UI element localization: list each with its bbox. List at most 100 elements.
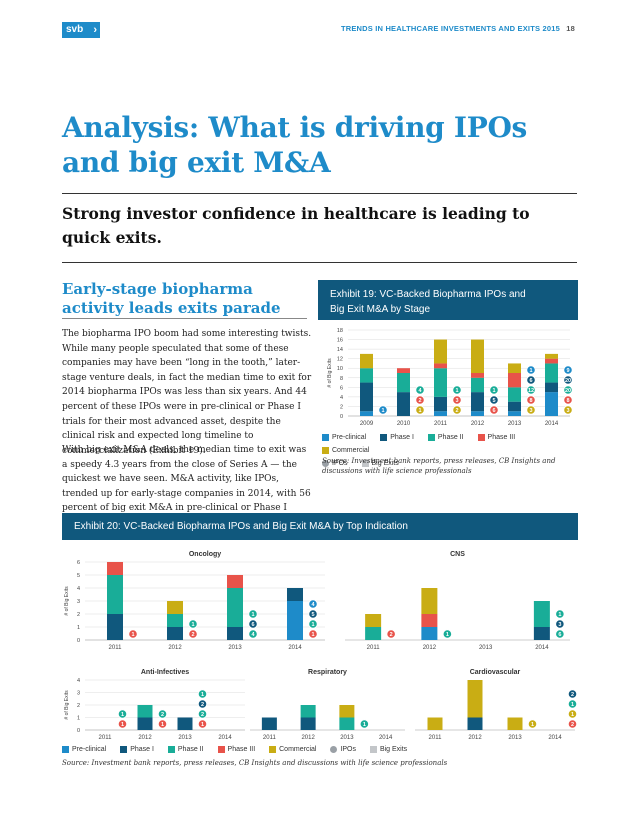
anti_infectives-badge-0-circle — [117, 719, 128, 729]
exhibit20-header: Exhibit 20: VC-Backed Biopharma IPOs and… — [62, 513, 578, 540]
oncology-ytick-3: 3 — [77, 599, 80, 605]
anti_infectives-badge-1-circle — [117, 709, 128, 719]
running-title: TRENDS IN HEALTHCARE INVESTMENTS AND EXI… — [340, 24, 560, 33]
exhibit19-legend: Pre-clinical Phase I Phase II Phase III … — [322, 432, 580, 471]
oncology-bar-2014-pre-clinical — [287, 601, 303, 640]
cardiovascular-badge-3-circle — [567, 699, 578, 709]
respiratory-bar-2013-phase-ii — [339, 717, 355, 730]
ex19-badge-2-circle — [415, 395, 425, 405]
cardiovascular-bar-2013-commercial — [507, 717, 523, 730]
ex19-badge-1-circle — [415, 405, 425, 415]
anti_infectives-ytick-2: 2 — [77, 703, 80, 709]
ex19-badge-12-circle — [526, 385, 536, 395]
legend2-swatch-phase1 — [120, 746, 128, 753]
oncology-badge-0-label: 1 — [131, 632, 134, 638]
legend2-dot-ipos — [330, 746, 338, 753]
ex19-badge-19-label: 9 — [566, 368, 569, 374]
respiratory-badge-0-circle — [359, 719, 369, 729]
ex19-bar-2009-commercial — [360, 353, 373, 369]
cns-bar-2011-commercial — [365, 614, 382, 627]
cns-badge-4-label: 1 — [558, 612, 561, 618]
respiratory-bar-2012-phase-i — [300, 717, 316, 730]
oncology-badge-6-circle — [308, 629, 318, 639]
ex19-badge-8-label: 5 — [492, 398, 495, 404]
ex19-badge-17-label: 20 — [565, 388, 571, 394]
cns-xtick-2013: 2013 — [479, 645, 493, 651]
cns-xtick-2014: 2014 — [535, 645, 549, 651]
anti_infectives-badge-4-label: 1 — [201, 722, 204, 728]
page-number: 18 — [566, 24, 575, 33]
cns-badge-1-circle — [442, 629, 452, 639]
ex19-badge-18-circle — [563, 375, 573, 385]
anti_infectives-badge-3-circle — [157, 709, 168, 719]
cns-xtick-2012: 2012 — [423, 645, 437, 651]
ex19-bar-2012-phase-i — [471, 392, 484, 412]
anti_infectives-bar-2013-phase-i — [177, 717, 193, 730]
ex19-bar-2011-phase-i — [434, 396, 447, 412]
ex19-xtick-2014: 2014 — [545, 421, 559, 427]
title-divider — [62, 193, 577, 194]
ex19-bar-2014-phase-ii — [545, 363, 558, 383]
cns-bar-2014-phase-i — [533, 627, 550, 640]
ex19-badge-5-label: 3 — [455, 398, 458, 404]
anti_infectives-title: Anti-Infectives — [141, 669, 189, 676]
page-title-line2: and big exit M&A — [62, 146, 331, 179]
ex19-badge-10-circle — [526, 405, 536, 415]
oncology-ytick-0: 0 — [77, 638, 80, 644]
cns-bar-2012-commercial — [421, 588, 438, 614]
cardiovascular-badge-4-circle — [567, 689, 578, 699]
legend-phase1: Phase I — [390, 434, 414, 441]
oncology-badge-8-label: 5 — [311, 612, 314, 618]
ex19-badge-12-label: 12 — [528, 388, 534, 394]
ex19-badge-13-circle — [526, 375, 536, 385]
legend-commercial: Commercial — [332, 447, 370, 454]
running-header: TRENDS IN HEALTHCARE INVESTMENTS AND EXI… — [341, 24, 575, 33]
cns-bar-2012-pre-clinical — [421, 627, 438, 640]
legend-phase3: Phase III — [487, 434, 516, 441]
ex19-bar-2010-phase-i — [397, 392, 410, 416]
oncology-ytick-1: 1 — [77, 625, 80, 631]
section-divider — [62, 318, 307, 319]
oncology-bar-2011-phase-i — [107, 614, 123, 640]
ex19-ytick-0: 0 — [340, 414, 343, 420]
ex19-bar-2012-pre-clinical — [471, 411, 484, 416]
ex19-badge-6-circle — [452, 385, 462, 395]
ex19-badge-5-circle — [452, 395, 462, 405]
exhibit20-source: Source: Investment bank reports, press r… — [62, 759, 448, 767]
oncology-xtick-2014: 2014 — [288, 645, 302, 651]
legend-ipos: IPOs — [332, 460, 348, 467]
exhibit19-title-line2: Big Exit M&A by Stage — [330, 304, 431, 315]
legend-phase2: Phase II — [437, 434, 464, 441]
legend-big-exits: Big Exits — [371, 460, 399, 467]
cns-badge-2-circle — [555, 629, 565, 639]
anti_infectives-ytick-3: 3 — [77, 691, 80, 697]
oncology-ytick-5: 5 — [77, 573, 80, 579]
oncology-ytick-2: 2 — [77, 612, 80, 618]
anti_infectives-xtick-2014: 2014 — [218, 735, 232, 741]
ex19-badge-0-label: 1 — [381, 408, 384, 414]
cardiovascular-bar-2012-commercial — [467, 680, 483, 718]
cardiovascular-badge-4-label: 2 — [571, 692, 574, 698]
ex19-ytick-6: 6 — [340, 385, 343, 391]
legend-swatch-phase1 — [380, 434, 388, 441]
exhibit19-title-line1: Exhibit 19: VC-Backed Biopharma IPOs and — [330, 289, 526, 300]
ex19-bar-2014-phase-i — [545, 382, 558, 393]
cardiovascular-badge-2-circle — [567, 709, 578, 719]
legend2-swatch-phase2 — [167, 746, 175, 753]
oncology-badge-1-label: 2 — [191, 632, 194, 638]
legend-swatch-phase3 — [477, 434, 485, 441]
ex19-bar-2014-pre-clinical — [545, 392, 558, 416]
cns-bar-2014-phase-ii — [533, 601, 550, 627]
legend2-phase2: Phase II — [177, 746, 204, 753]
legend2-phase3: Phase III — [227, 746, 256, 753]
cardiovascular-badge-2-label: 1 — [571, 712, 574, 718]
oncology-badge-8-circle — [308, 609, 318, 619]
ex19-badge-15-circle — [563, 405, 573, 415]
anti_infectives-bar-2012-phase-ii — [137, 705, 153, 718]
oncology-badge-9-circle — [308, 599, 318, 609]
oncology-badge-2-circle — [188, 619, 198, 629]
cns-badge-0-circle — [386, 629, 396, 639]
ex19-badge-18-label: 20 — [565, 378, 571, 384]
ex19-ytick-12: 12 — [337, 357, 343, 363]
